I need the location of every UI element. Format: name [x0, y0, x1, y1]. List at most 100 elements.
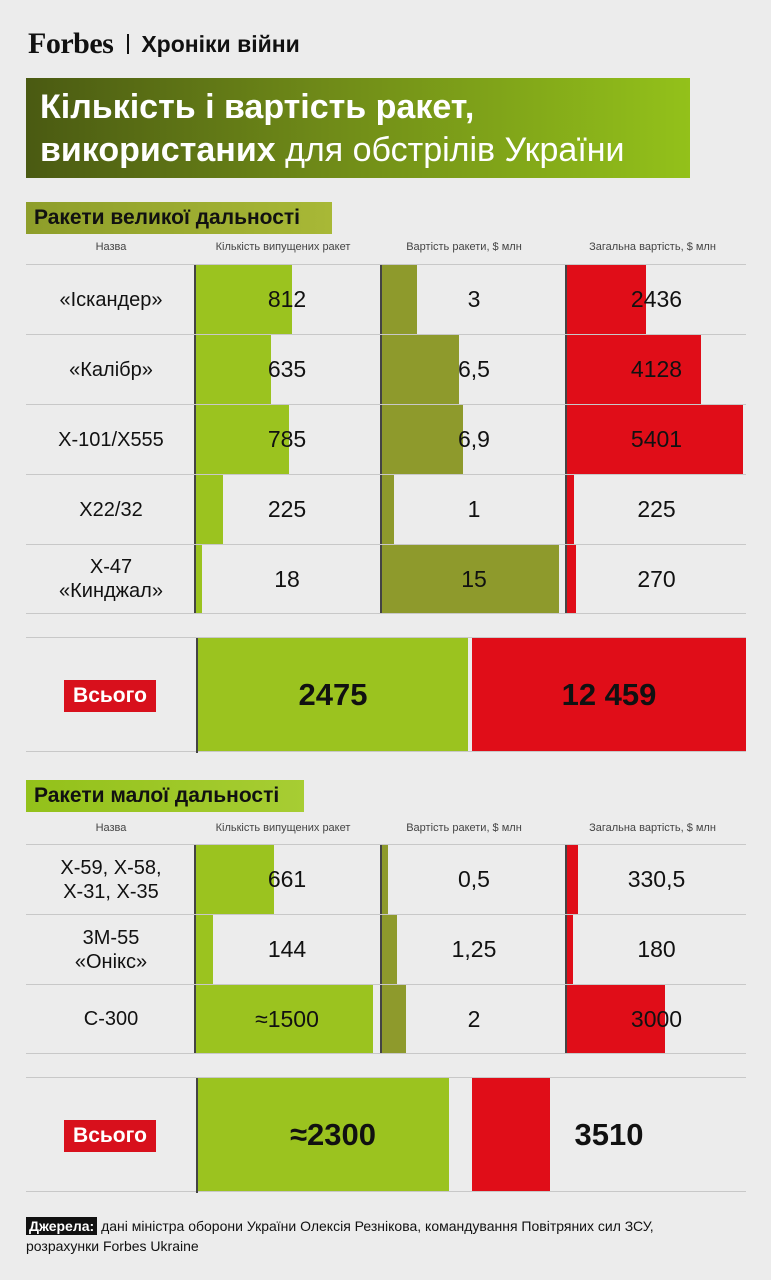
missile-name: С-300 [83, 1008, 139, 1030]
total-bar [567, 545, 576, 613]
total-value: 180 [637, 936, 676, 962]
qty-cell: 661 [196, 845, 378, 914]
qty-cell: 785 [196, 405, 378, 474]
title-line-2-bold: використаних [40, 131, 276, 169]
total-bar [567, 985, 665, 1053]
total-value: 5401 [630, 426, 683, 452]
price-bar [382, 265, 418, 334]
price-value: 6,9 [458, 426, 490, 452]
total-cost-value: 3510 [574, 1116, 644, 1152]
column-header-price: Вартість ракети, $ млн [406, 241, 522, 253]
total-cell: 330,5 [567, 845, 746, 914]
total-divider [196, 1078, 198, 1193]
total-value: 330,5 [627, 866, 686, 892]
total-cell: 3000 [567, 985, 746, 1053]
price-value: 1,25 [451, 936, 497, 962]
qty-value: 144 [267, 936, 307, 962]
qty-cell: 18 [196, 545, 378, 613]
price-cell: 3 [382, 265, 566, 334]
total-cell: 270 [567, 545, 746, 613]
page-title: Кількість і вартість ракет, використаних… [26, 78, 690, 178]
column-header-name: Назва [95, 822, 127, 834]
qty-bar [196, 845, 274, 914]
title-line-2-rest: для обстрілів України [275, 131, 625, 169]
total-qty-bar [198, 638, 468, 751]
total-value: 3000 [630, 1005, 683, 1032]
column-divider-total [565, 264, 567, 614]
missile-name: 3М-55 «Онікс» [74, 926, 148, 973]
column-header-qty: Кількість випущених ракет [215, 822, 351, 834]
price-value: 6,5 [458, 356, 490, 382]
total-qty-bar [198, 1078, 449, 1191]
qty-cell: 225 [196, 475, 378, 544]
qty-value: 225 [267, 496, 307, 522]
total-row: Всього 2475 12 459 [26, 637, 746, 753]
total-row: Всього ≈2300 3510 [26, 1077, 746, 1193]
qty-cell: 635 [196, 335, 378, 404]
total-cell: 180 [567, 915, 746, 984]
price-cell: 1,25 [382, 915, 566, 984]
price-cell: 0,5 [382, 845, 566, 914]
total-bar [567, 915, 573, 984]
qty-value: 635 [267, 356, 307, 382]
qty-bar [196, 335, 271, 404]
missile-name: Х-47 «Кинджал» [59, 556, 163, 602]
price-cell: 2 [382, 985, 566, 1053]
qty-bar [196, 475, 223, 544]
forbes-logo: Forbes [28, 27, 114, 60]
price-bar [382, 545, 559, 613]
table-row: С-300 ≈1500 2 3000 [26, 984, 746, 1054]
price-cell: 6,5 [382, 335, 566, 404]
column-header-qty: Кількість випущених ракет [215, 241, 351, 253]
column-divider-price [380, 264, 382, 614]
table-row: 3М-55 «Онікс» 144 1,25 180 [26, 914, 746, 984]
total-value: 2436 [630, 286, 683, 312]
qty-cell: 812 [196, 265, 378, 334]
table-row: Х-101/Х555 785 6,9 5401 [26, 404, 746, 474]
price-bar [382, 335, 459, 404]
total-cell: 5401 [567, 405, 746, 474]
qty-cell: ≈1500 [196, 985, 378, 1053]
section-title-short-range: Ракети малої дальності [26, 780, 304, 812]
total-qty-value: 2475 [298, 676, 368, 712]
total-cost-bar [472, 1078, 550, 1191]
price-value: 15 [461, 565, 487, 592]
total-label: Всього [64, 679, 156, 712]
price-cell: 15 [382, 545, 566, 613]
missile-name: Х-59, Х-58, Х-31, Х-35 [60, 856, 162, 903]
price-bar [382, 405, 464, 474]
missile-name: «Калібр» [69, 358, 153, 381]
header-divider [127, 34, 130, 54]
total-bar [567, 265, 647, 334]
missile-name: Х-101/Х555 [58, 428, 164, 451]
qty-bar [196, 265, 292, 334]
table-row: «Іскандер» 812 3 2436 [26, 264, 746, 334]
title-line-1: Кількість і вартість ракет, [40, 88, 475, 126]
header: Forbes Хроніки війни [28, 26, 300, 62]
qty-bar [196, 915, 213, 984]
title-line-2: використаних для обстрілів України [40, 128, 676, 172]
total-bar [567, 845, 578, 914]
total-cell: 225 [567, 475, 746, 544]
column-header-price: Вартість ракети, $ млн [406, 822, 522, 834]
total-bar [567, 405, 743, 474]
column-header-total: Загальна вартість, $ млн [589, 241, 716, 253]
price-value: 3 [467, 286, 481, 312]
total-value: 4128 [630, 356, 683, 382]
price-bar [382, 915, 397, 984]
column-divider-qty [194, 264, 196, 614]
column-divider-total [565, 844, 567, 1054]
table-row: Х-47 «Кинджал» 18 15 270 [26, 544, 746, 614]
price-cell: 6,9 [382, 405, 566, 474]
total-label: Всього [64, 1119, 156, 1152]
sources-text: дані міністра оборони України Олексія Ре… [26, 1218, 654, 1254]
missile-name: Х22/32 [79, 498, 143, 521]
price-value: 1 [467, 496, 481, 522]
total-cell: 2436 [567, 265, 746, 334]
column-header-total: Загальна вартість, $ млн [589, 822, 716, 834]
sources-footer: Джерела: дані міністра оборони України О… [26, 1216, 726, 1256]
column-divider-qty [194, 844, 196, 1054]
total-value: 270 [637, 565, 676, 592]
qty-value: ≈1500 [255, 1005, 319, 1032]
section-title-long-range: Ракети великої дальності [26, 202, 332, 234]
